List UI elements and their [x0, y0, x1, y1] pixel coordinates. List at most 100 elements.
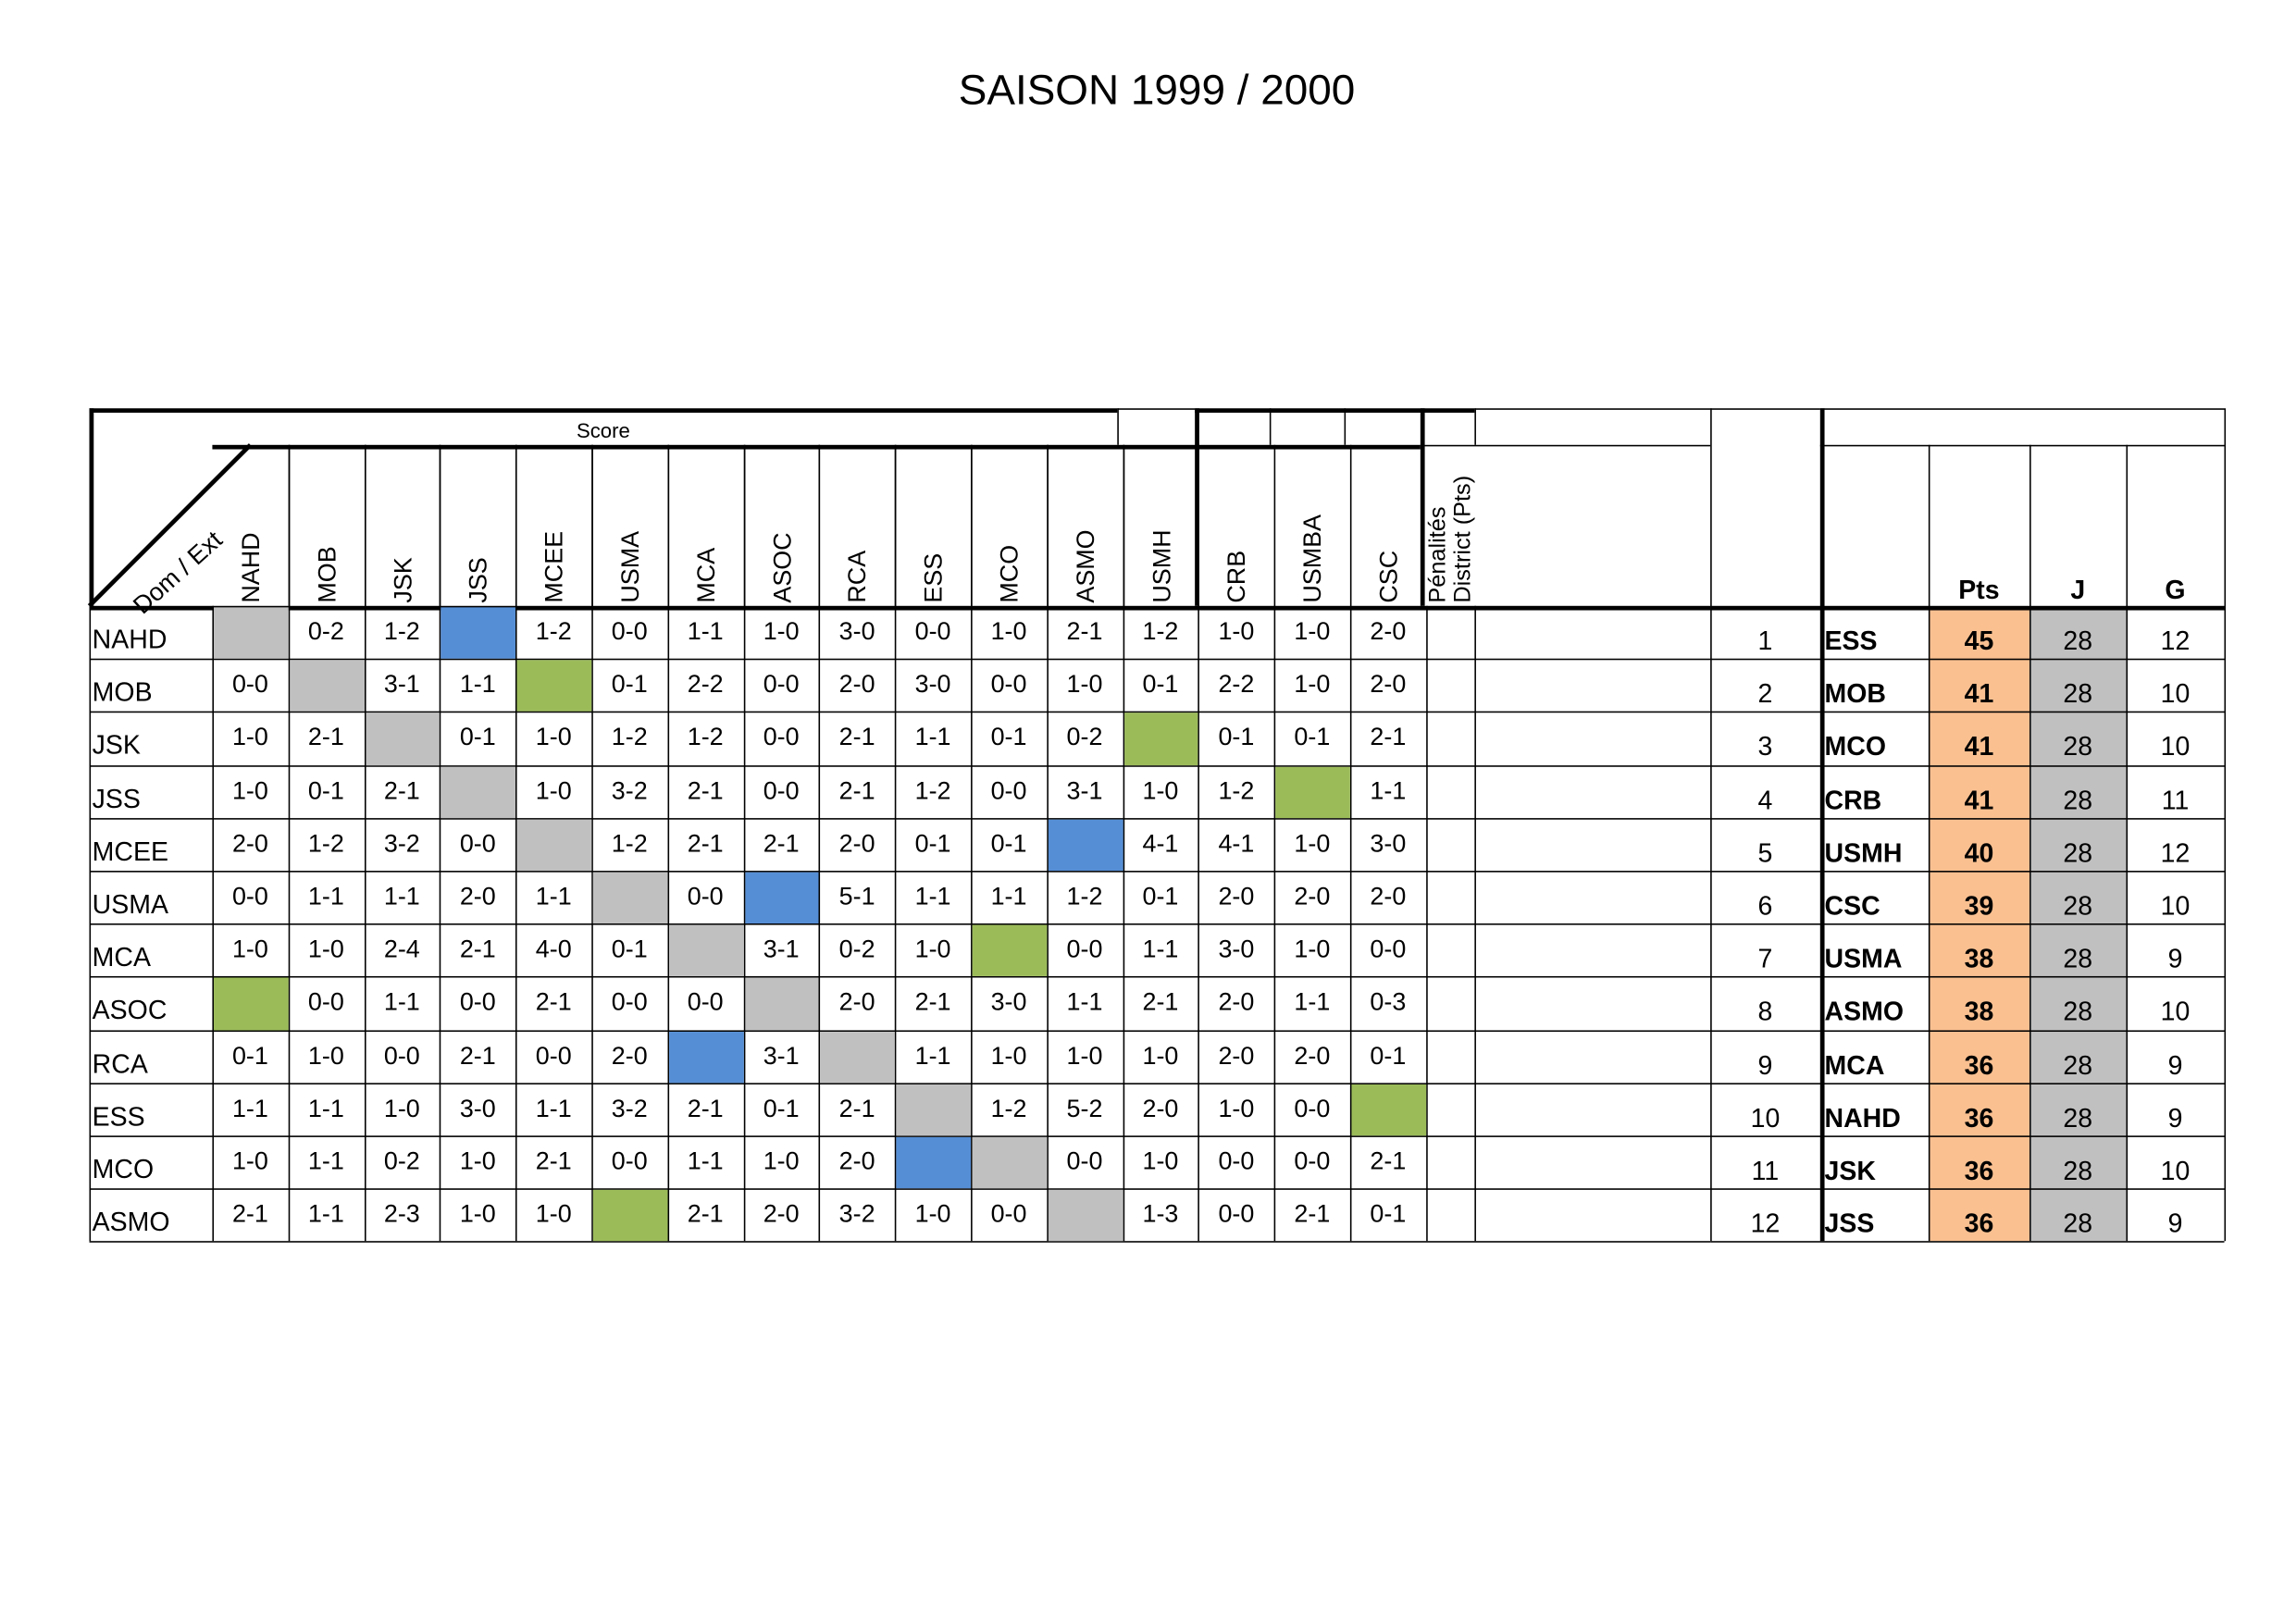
- score-cell: 2-4: [383, 935, 420, 963]
- score-cell: 1-1: [1294, 988, 1331, 1017]
- row-line: [1710, 976, 2225, 979]
- column-header-mob: MOB: [313, 546, 341, 603]
- column-header-jsk: JSK: [389, 557, 417, 603]
- score-cell: 0-1: [1370, 1041, 1407, 1070]
- column-header-rca: RCA: [843, 550, 872, 603]
- blue-cell: [1048, 819, 1123, 872]
- score-cell: 0-1: [1142, 882, 1179, 911]
- team-name-cell: MOB: [1824, 679, 1887, 709]
- score-cell: 3-0: [1370, 829, 1407, 858]
- column-line: [971, 444, 973, 606]
- score-cell: 1-2: [383, 617, 420, 646]
- j-cell: 28: [2063, 997, 2093, 1027]
- team-name-cell: JSK: [1824, 1156, 1876, 1186]
- score-cell: 1-0: [1218, 1094, 1255, 1122]
- corner-diagonal: [87, 443, 253, 608]
- score-cell: 1-0: [1066, 670, 1103, 699]
- score-cell: 2-0: [838, 988, 875, 1017]
- score-cell: 0-0: [383, 1041, 420, 1070]
- score-cell: 0-1: [1294, 723, 1331, 751]
- row-header-asmo: ASMO: [92, 1208, 170, 1237]
- score-cell: 0-2: [838, 935, 875, 963]
- green-cell: [516, 660, 592, 712]
- score-cell: 0-0: [990, 1200, 1027, 1229]
- row-line: [1710, 871, 2225, 873]
- row-header-jss: JSS: [92, 784, 141, 813]
- column-line: [288, 444, 290, 606]
- score-cell: 4-1: [1142, 829, 1179, 858]
- score-cell: 2-1: [1142, 988, 1179, 1017]
- diagonal-cell: [820, 1031, 896, 1084]
- column-line: [895, 444, 897, 1242]
- score-cell: 1-0: [535, 1200, 572, 1229]
- score-cell: 0-0: [1218, 1146, 1255, 1176]
- score-cell: 3-1: [763, 1041, 800, 1070]
- score-cell: 0-0: [1294, 1094, 1331, 1122]
- score-cell: 3-0: [838, 617, 875, 646]
- g-cell: 10: [2160, 679, 2191, 709]
- diagonal-cell: [592, 872, 668, 924]
- row-line: [89, 1029, 1711, 1032]
- j-cell: 28: [2063, 785, 2093, 815]
- score-cell: 2-1: [1370, 1146, 1407, 1176]
- score-cell: 1-1: [307, 1094, 344, 1122]
- penalties-header: Pénalités District (Pts): [1425, 475, 1476, 603]
- row-line: [89, 1188, 1711, 1191]
- score-cell: 0-0: [990, 670, 1027, 699]
- score-frame-top: [1195, 408, 1475, 414]
- page-title: SAISON 1999 / 2000: [958, 67, 1356, 115]
- score-cell: 1-0: [307, 1041, 344, 1070]
- score-cell: 2-1: [459, 1041, 496, 1070]
- row-line: [89, 1241, 1711, 1244]
- row-header-mob: MOB: [92, 677, 153, 708]
- score-cell: 1-1: [914, 1041, 951, 1070]
- grid-line: [1819, 408, 2225, 410]
- score-cell: 0-1: [459, 723, 496, 751]
- standings-header-bottom: [1710, 605, 2225, 611]
- row-line: [1710, 1083, 2225, 1084]
- score-cell: 0-0: [307, 988, 344, 1017]
- diagonal-cell: [896, 1084, 972, 1136]
- pts-cell: 36: [1964, 1156, 1994, 1186]
- score-cell: 1-0: [990, 1041, 1027, 1070]
- score-cell: 2-0: [611, 1041, 648, 1070]
- team-name-cell: MCO: [1824, 732, 1887, 762]
- score-cell: 2-0: [838, 829, 875, 858]
- score-cell: 2-0: [1294, 1041, 1331, 1070]
- row-header-jsk: JSK: [92, 730, 141, 761]
- score-cell: 1-2: [1142, 617, 1179, 646]
- pts-cell: 38: [1964, 944, 1994, 974]
- score-cell: 0-1: [1142, 670, 1179, 699]
- score-cell: 0-1: [231, 1041, 268, 1070]
- g-cell: 10: [2160, 1156, 2191, 1186]
- score-cell: 5-2: [1066, 1094, 1103, 1122]
- rank-cell: 3: [1757, 732, 1773, 762]
- score-cell: 1-3: [1142, 1200, 1179, 1229]
- team-name-cell: CSC: [1824, 891, 1880, 921]
- g-cell: 9: [2167, 944, 2183, 974]
- column-line: [1047, 444, 1049, 1242]
- score-cell: 0-0: [1370, 935, 1407, 963]
- j-cell: 28: [2063, 1049, 2093, 1080]
- score-cell: 0-2: [1066, 723, 1103, 751]
- score-cell: 1-0: [535, 776, 572, 805]
- score-cell: 0-1: [611, 670, 648, 699]
- score-cell: 1-0: [231, 723, 268, 751]
- score-cell: 1-0: [914, 1200, 951, 1229]
- score-cell: 1-0: [231, 1146, 268, 1176]
- column-line: [1122, 444, 1124, 1242]
- g-cell: 12: [2160, 837, 2191, 868]
- column-header-mca: MCA: [691, 547, 720, 603]
- green-cell: [972, 924, 1048, 977]
- row-line: [89, 1135, 1711, 1137]
- rank-cell: 8: [1757, 997, 1773, 1027]
- score-cell: 2-0: [1218, 988, 1255, 1017]
- score-cell: 1-0: [763, 617, 800, 646]
- score-cell: 3-1: [1066, 776, 1103, 805]
- row-line: [89, 659, 1711, 661]
- pts-cell: 36: [1964, 1103, 1994, 1133]
- score-cell: 3-0: [459, 1094, 496, 1122]
- score-cell: 1-0: [1218, 617, 1255, 646]
- row-header-usma: USMA: [92, 889, 168, 920]
- score-cell: 0-0: [1218, 1200, 1255, 1229]
